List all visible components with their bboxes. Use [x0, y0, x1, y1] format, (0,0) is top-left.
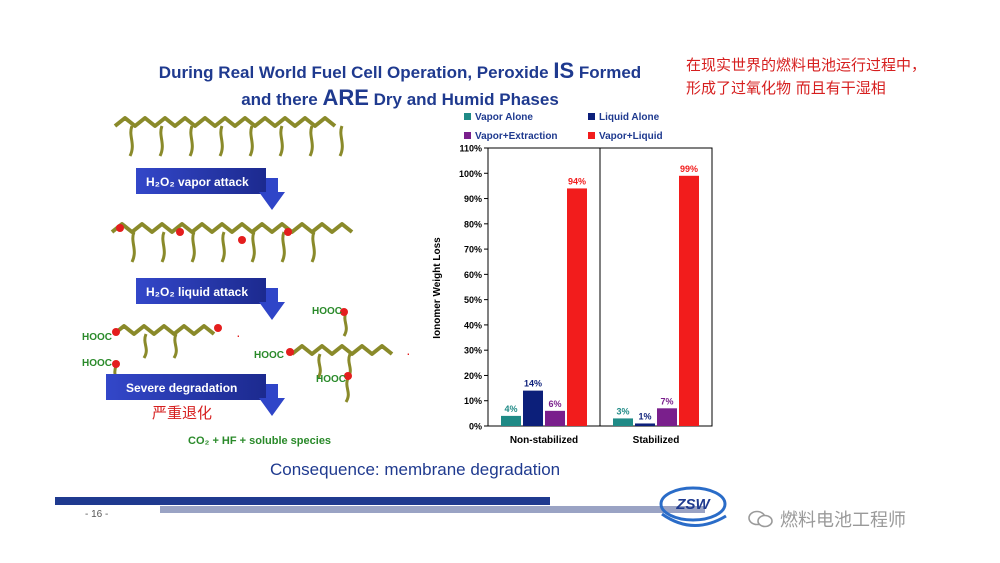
hooc-label-1: HOOC — [82, 332, 112, 343]
y-tick-label-8: 80% — [464, 219, 482, 229]
y-tick-label-7: 70% — [464, 245, 482, 255]
polymer-side-chains — [128, 125, 344, 157]
bar-1-3 — [679, 175, 699, 426]
y-tick-label-6: 60% — [464, 270, 482, 280]
severe-degradation-label: Severe degradation — [126, 381, 237, 395]
products-label: CO₂ + HF + soluble species — [188, 435, 331, 447]
attack-sites-1 — [116, 224, 292, 244]
data-label-1-0: 3% — [616, 406, 629, 416]
legend-swatch-3 — [588, 132, 595, 139]
polymer-chain-attacked — [110, 222, 354, 234]
cn-line-1: 在现实世界的燃料电池运行过程中， — [686, 56, 927, 74]
bar-0-3 — [567, 188, 587, 426]
data-label-0-1: 14% — [524, 379, 542, 389]
hooc-label-4: HOOC — [254, 350, 284, 361]
attack-sites-2 — [112, 308, 352, 380]
dot-2: · — [406, 345, 411, 361]
legend-swatch-0 — [464, 113, 471, 120]
bar-1-2 — [657, 408, 677, 426]
legend-swatch-2 — [464, 132, 471, 139]
legend-label-1: Liquid Alone — [599, 112, 660, 123]
title-line-1: During Real World Fuel Cell Operation, P… — [158, 58, 642, 83]
data-label-1-2: 7% — [660, 396, 673, 406]
zsw-logo: ZSW — [659, 486, 727, 527]
y-tick-label-3: 30% — [464, 346, 482, 356]
severe-degradation-arrow — [106, 374, 266, 400]
chart-legend: Vapor Alone Liquid Alone Vapor+Extraction V… — [464, 112, 663, 142]
legend-swatch-1 — [588, 113, 595, 120]
y-tick-label-5: 50% — [464, 295, 482, 305]
data-label-0-2: 6% — [548, 399, 561, 409]
bar-1-1 — [635, 423, 655, 426]
page-number: - 16 - — [85, 509, 109, 520]
y-tick-label-10: 100% — [459, 169, 482, 179]
dot-1: · — [236, 327, 241, 343]
fragment-left — [112, 324, 216, 336]
degradation-diagram: H₂O₂ vapor attack H₂O₂ liquid attack HOO… — [82, 116, 411, 447]
polymer-chain-intact — [113, 116, 337, 128]
hooc-label-5: HOOC — [316, 374, 346, 385]
legend-label-2: Vapor+Extraction — [475, 131, 558, 142]
y-tick-label-11: 110% — [459, 144, 482, 154]
footer-bar-blue — [55, 497, 550, 505]
legend-label-0: Vapor Alone — [475, 112, 533, 123]
legend-label-3: Vapor+Liquid — [599, 131, 663, 142]
consequence-text: Consequence: membrane degradation — [270, 460, 561, 479]
y-tick-label-9: 90% — [464, 194, 482, 204]
wechat-icon — [748, 510, 773, 528]
plot-area: 0% 10% 20% 30% 40% 50% 60% 70% 80% 90% 100% 110% 4% 1… — [459, 144, 713, 446]
x-category-label-1: Stabilized — [633, 435, 680, 446]
y-tick-label-4: 40% — [464, 320, 482, 330]
weight-loss-chart: Vapor Alone Liquid Alone Vapor+Extraction V… — [432, 112, 713, 446]
footer-bar-grey — [160, 506, 705, 513]
x-category-label-0: Non-stabilized — [510, 435, 578, 446]
bar-0-0 — [501, 415, 521, 426]
data-label-0-3: 94% — [568, 176, 586, 186]
bar-0-1 — [523, 390, 543, 426]
liquid-attack-arrow — [136, 278, 266, 304]
title-line-2: and there ARE Dry and Humid Phases — [241, 85, 559, 110]
fragment-right — [290, 344, 394, 356]
y-tick-label-1: 10% — [464, 396, 482, 406]
hooc-label-2: HOOC — [82, 358, 112, 369]
zsw-logo-text: ZSW — [675, 496, 711, 513]
y-tick-label-2: 20% — [464, 371, 482, 381]
y-axis-label: Ionomer Weight Loss — [432, 237, 443, 339]
watermark: 燃料电池工程师 — [748, 506, 906, 532]
severe-degradation-cn: 严重退化 — [152, 404, 212, 422]
chinese-annotation: 在现实世界的燃料电池运行过程中， 形成了过氧化物 而且有干湿相 — [686, 54, 926, 100]
cn-line-2: 形成了过氧化物 而且有干湿相 — [686, 79, 886, 97]
y-tick-label-0: 0% — [469, 422, 482, 432]
bar-1-0 — [613, 418, 633, 426]
watermark-text: 燃料电池工程师 — [780, 510, 906, 530]
slide-title: During Real World Fuel Cell Operation, P… — [110, 58, 690, 112]
liquid-attack-label: H₂O₂ liquid attack — [146, 285, 248, 299]
vapor-attack-arrow — [136, 168, 266, 194]
data-label-1-1: 1% — [638, 411, 651, 421]
hooc-label-3: HOOC — [312, 306, 342, 317]
vapor-attack-label: H₂O₂ vapor attack — [146, 175, 249, 189]
data-label-1-3: 99% — [680, 164, 698, 174]
data-label-0-0: 4% — [504, 404, 517, 414]
bar-0-2 — [545, 410, 565, 426]
